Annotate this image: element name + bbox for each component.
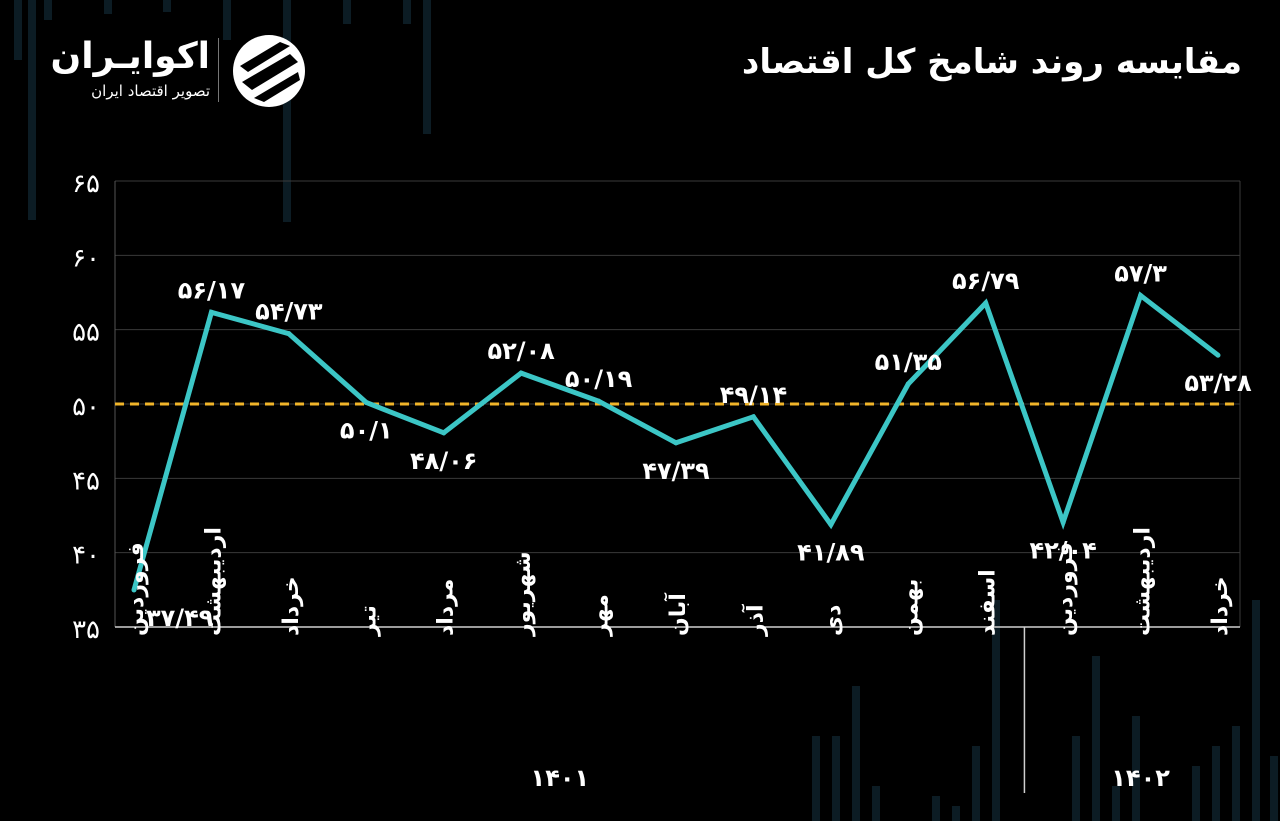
background-bar [972,746,980,821]
x-tick-label: بهمن [898,579,923,636]
logo-tagline: تصویر اقتصاد ایران [91,82,210,100]
background-bar [992,600,1000,821]
background-bar [1132,716,1140,821]
data-point [673,440,679,446]
data-point [1215,352,1221,358]
background-bar [104,0,112,14]
data-label: ۴۹/۱۴ [720,381,787,409]
x-tick-label: اردیبهشت [1131,527,1156,636]
data-label: ۵۲/۰۸ [487,337,555,365]
data-point [441,430,447,436]
background-bar [1232,726,1240,821]
background-bar [812,736,820,821]
background-bar [1270,756,1278,821]
logo-name: اکوایـران [50,36,210,77]
background-bar [1112,786,1120,821]
data-label: ۴۷/۳۹ [642,457,710,485]
group-label: ۱۴۰۲ [1111,764,1170,792]
background-bar [852,686,860,821]
y-tick-label: ۴۰ [72,541,100,571]
data-label: ۴۲/۰۴ [1029,536,1096,564]
background-bar [163,0,171,12]
data-point [208,309,214,315]
data-point [905,381,911,387]
background-bar [872,786,880,821]
data-point [518,370,524,376]
y-tick-label: ۶۵ [72,169,100,199]
y-tick-label: ۴۵ [72,466,100,496]
x-tick-label: خرداد [1208,576,1233,636]
x-tick-label: اسفند [976,569,1001,636]
data-label: ۳۷/۴۹ [146,604,214,632]
background-bar [44,0,52,20]
data-label: ۵۶/۷۹ [952,267,1020,295]
x-tick-label: تیر [356,605,381,637]
data-label: ۵۷/۳ [1114,259,1167,287]
background-bar [403,0,411,24]
data-label: ۵۴/۷۳ [255,298,323,326]
background-bar [423,0,431,134]
background-bar [14,0,22,60]
data-point [363,400,369,406]
y-tick-label: ۵۵ [72,318,100,348]
data-point [1060,519,1066,525]
background-bar [223,0,231,40]
data-label: ۵۰/۱ [340,417,393,445]
page-title: مقایسه روند شامخ کل اقتصاد [741,42,1242,82]
data-point [750,414,756,420]
background-bar [1092,656,1100,821]
x-tick-label: دی [821,605,846,636]
background-bar [1252,600,1260,821]
x-tick-label: آبان [663,593,691,636]
data-label: ۵۳/۲۸ [1184,369,1252,397]
background-bar [932,796,940,821]
x-tick-label: خرداد [279,576,304,636]
x-tick-label: آذر [740,604,768,637]
data-point [286,331,292,337]
data-label: ۴۸/۰۶ [410,447,477,475]
logo-divider [218,38,219,102]
data-label: ۴۱/۸۹ [797,539,865,567]
background-bar [1212,746,1220,821]
logo: اکوایـران تصویر اقتصاد ایران [50,30,320,110]
background-bar [1192,766,1200,821]
data-point [131,587,137,593]
data-point [828,522,834,528]
group-label: ۱۴۰۱ [531,764,590,792]
data-label: ۵۱/۳۵ [875,348,942,376]
x-tick-label: شهریور [511,551,536,637]
x-tick-label: فروردین [124,542,149,636]
y-tick-label: ۵۰ [72,392,100,422]
background-bar [832,736,840,821]
background-bar [283,0,291,222]
logo-mark-icon [233,35,305,107]
background-bar [1072,736,1080,821]
x-tick-label: مرداد [434,579,459,636]
data-point [596,398,602,404]
data-point [983,300,989,306]
background-bar [28,0,36,220]
x-tick-label: فروردین [1053,542,1078,636]
data-label: ۵۰/۱۹ [565,365,633,393]
data-point [1138,292,1144,298]
y-tick-label: ۶۰ [72,243,100,273]
y-tick-label: ۳۵ [72,615,100,645]
x-tick-label: مهر [589,594,614,637]
background-bar [952,806,960,821]
background-bar [343,0,351,24]
x-tick-label: اردیبهشت [201,527,226,636]
data-label: ۵۶/۱۷ [178,276,246,304]
